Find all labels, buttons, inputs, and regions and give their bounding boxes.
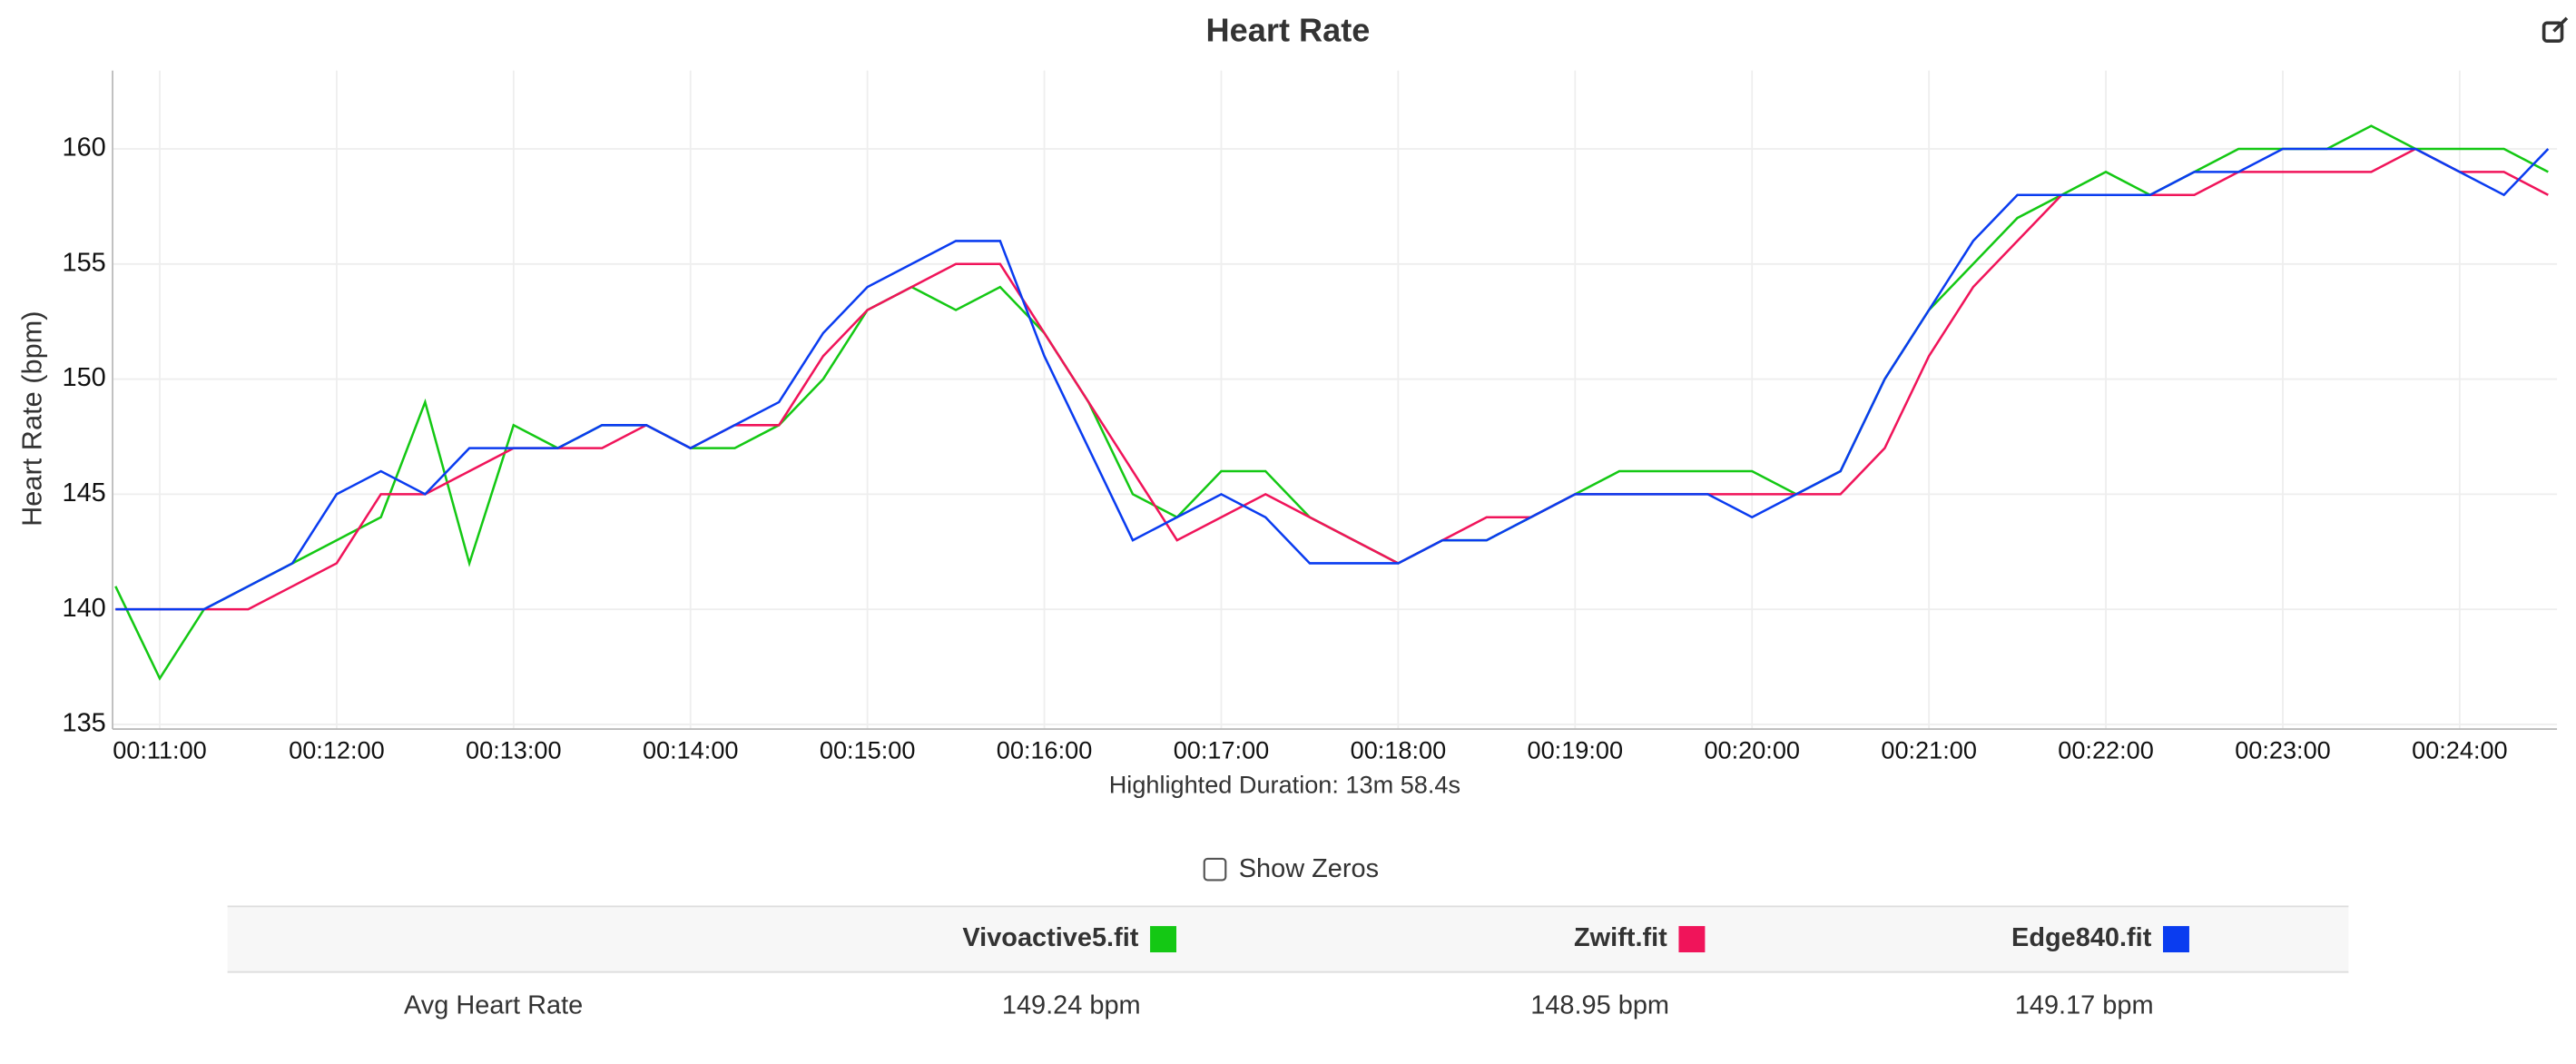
cell: 149.17 bpm <box>2015 990 2154 1020</box>
series-line <box>115 147 2550 611</box>
column-header: Vivoactive5.fit <box>962 923 1138 952</box>
x-tick-label: 00:14:00 <box>643 736 739 764</box>
x-tick-label: 00:17:00 <box>1174 736 1270 764</box>
x-tick-label: 00:24:00 <box>2412 736 2508 764</box>
row-label: Avg Heart Rate <box>404 990 583 1020</box>
series-line <box>114 124 2549 681</box>
table-header-bg <box>227 906 2349 972</box>
cell: 148.95 bpm <box>1530 990 1669 1020</box>
x-tick-label: 00:19:00 <box>1528 736 1624 764</box>
x-tick-label: 00:13:00 <box>466 736 562 764</box>
legend-swatch <box>1678 926 1706 953</box>
y-tick-label: 160 <box>63 133 106 163</box>
legend-swatch <box>2163 926 2189 953</box>
y-tick-label: 150 <box>63 363 106 392</box>
y-axis-title: Heart Rate (bpm) <box>15 310 47 526</box>
x-tick-label: 00:12:00 <box>289 736 385 764</box>
y-tick-label: 140 <box>63 594 106 623</box>
x-tick-label: 00:18:00 <box>1351 736 1447 764</box>
x-tick-label: 00:20:00 <box>1704 736 1800 764</box>
y-tick-label: 155 <box>63 248 106 277</box>
x-tick-label: 00:23:00 <box>2235 736 2331 764</box>
x-tick-label: 00:21:00 <box>1881 736 1977 764</box>
checkbox-label[interactable]: Show Zeros <box>1239 854 1379 883</box>
column-header: Edge840.fit <box>2011 923 2152 952</box>
x-tick-label: 00:22:00 <box>2058 736 2154 764</box>
chart-title: Heart Rate <box>1206 12 1371 49</box>
x-axis-title: Highlighted Duration: 13m 58.4s <box>1109 770 1460 798</box>
column-header: Zwift.fit <box>1574 923 1667 952</box>
x-tick-label: 00:16:00 <box>997 736 1093 764</box>
y-tick-label: 135 <box>63 709 106 738</box>
checkbox[interactable] <box>1203 857 1227 882</box>
cell: 149.24 bpm <box>1002 990 1141 1020</box>
legend-swatch <box>1150 926 1177 953</box>
x-tick-label: 00:11:00 <box>113 736 207 764</box>
x-tick-label: 00:15:00 <box>820 736 916 764</box>
edit-icon[interactable] <box>2542 16 2569 44</box>
y-tick-label: 145 <box>63 478 106 507</box>
